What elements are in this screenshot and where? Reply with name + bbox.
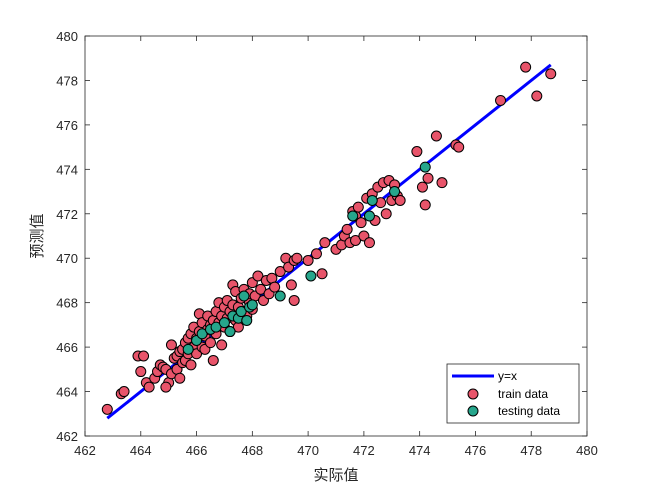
y-tick-label: 478 <box>56 73 78 88</box>
train-point <box>165 339 177 351</box>
train-point <box>205 337 216 349</box>
y-tick-label: 462 <box>56 429 78 444</box>
y-axis-ticks: 462 464 466 468 470 472 474 476 478 480 <box>56 29 587 444</box>
test-point <box>196 328 208 340</box>
train-point <box>419 199 431 211</box>
test-point <box>218 317 230 329</box>
test-point <box>224 326 236 338</box>
x-tick-label: 472 <box>353 443 375 458</box>
train-point <box>288 294 300 306</box>
y-tick-label: 480 <box>56 29 78 44</box>
x-axis-ticks: 462 464 466 468 470 472 474 476 478 480 <box>74 36 598 458</box>
x-tick-label: 462 <box>74 443 96 458</box>
y-tick-label: 464 <box>56 385 78 400</box>
train-point <box>352 201 364 213</box>
test-point <box>210 321 222 333</box>
y-tick-label: 470 <box>56 251 78 266</box>
x-tick-label: 464 <box>130 443 152 458</box>
train-point <box>531 90 543 102</box>
train-point <box>350 234 362 246</box>
train-point <box>355 217 367 229</box>
train-point <box>363 237 375 249</box>
x-tick-label: 466 <box>186 443 208 458</box>
y-tick-label: 472 <box>56 207 78 222</box>
train-point <box>436 177 448 189</box>
train-point <box>118 386 130 398</box>
x-tick-label: 474 <box>409 443 431 458</box>
train-point <box>255 283 267 295</box>
train-point <box>101 403 113 415</box>
test-point <box>241 314 253 326</box>
test-point <box>274 290 286 302</box>
train-point <box>411 146 423 158</box>
y-tick-label: 466 <box>56 340 78 355</box>
legend-marker-test <box>467 405 479 417</box>
train-point <box>545 68 557 80</box>
x-tick-label: 470 <box>297 443 319 458</box>
x-tick-label: 476 <box>465 443 487 458</box>
x-tick-label: 478 <box>520 443 542 458</box>
test-point <box>235 306 247 318</box>
x-tick-label: 480 <box>576 443 598 458</box>
legend-label-train: train data <box>498 387 548 401</box>
train-point <box>185 359 197 371</box>
test-point <box>363 210 375 222</box>
train-point <box>143 381 155 393</box>
legend-label-test: testing data <box>498 404 560 418</box>
x-axis-title: 实际值 <box>313 466 358 484</box>
train-point <box>495 94 507 106</box>
y-tick-label: 468 <box>56 296 78 311</box>
train-point <box>394 194 406 206</box>
train-point <box>285 279 297 291</box>
train-point <box>252 270 264 282</box>
test-point <box>347 210 359 222</box>
legend-label-line: y=x <box>498 369 517 383</box>
train-point <box>160 381 172 393</box>
train-point <box>207 354 219 366</box>
test-point <box>238 290 250 302</box>
y-axis-title: 预测值 <box>28 213 46 258</box>
train-point <box>216 339 228 351</box>
train-point <box>310 248 322 260</box>
train-point <box>341 223 353 235</box>
y-tick-label: 474 <box>56 162 78 177</box>
train-point <box>520 61 532 73</box>
train-point <box>422 172 434 184</box>
test-point <box>182 343 194 355</box>
test-point <box>389 186 401 198</box>
train-point <box>174 372 186 384</box>
train-point <box>291 252 303 264</box>
train-point <box>302 254 314 266</box>
train-point <box>319 237 331 249</box>
test-point <box>305 270 317 282</box>
legend-marker-train <box>467 388 479 400</box>
x-tick-label: 468 <box>241 443 263 458</box>
train-point <box>380 208 392 220</box>
test-point <box>366 194 378 206</box>
train-point <box>416 181 428 193</box>
train-point <box>274 266 286 278</box>
test-points <box>182 161 431 355</box>
train-point <box>430 130 442 142</box>
test-point <box>419 161 431 173</box>
train-point <box>138 350 150 362</box>
y-tick-label: 476 <box>56 118 78 133</box>
plot-frame <box>84 35 588 437</box>
test-point <box>246 299 258 311</box>
train-point <box>269 281 281 293</box>
train-point <box>453 141 465 153</box>
train-point <box>135 366 147 378</box>
train-point <box>316 268 328 280</box>
legend: y=x train data testing data <box>446 363 580 424</box>
